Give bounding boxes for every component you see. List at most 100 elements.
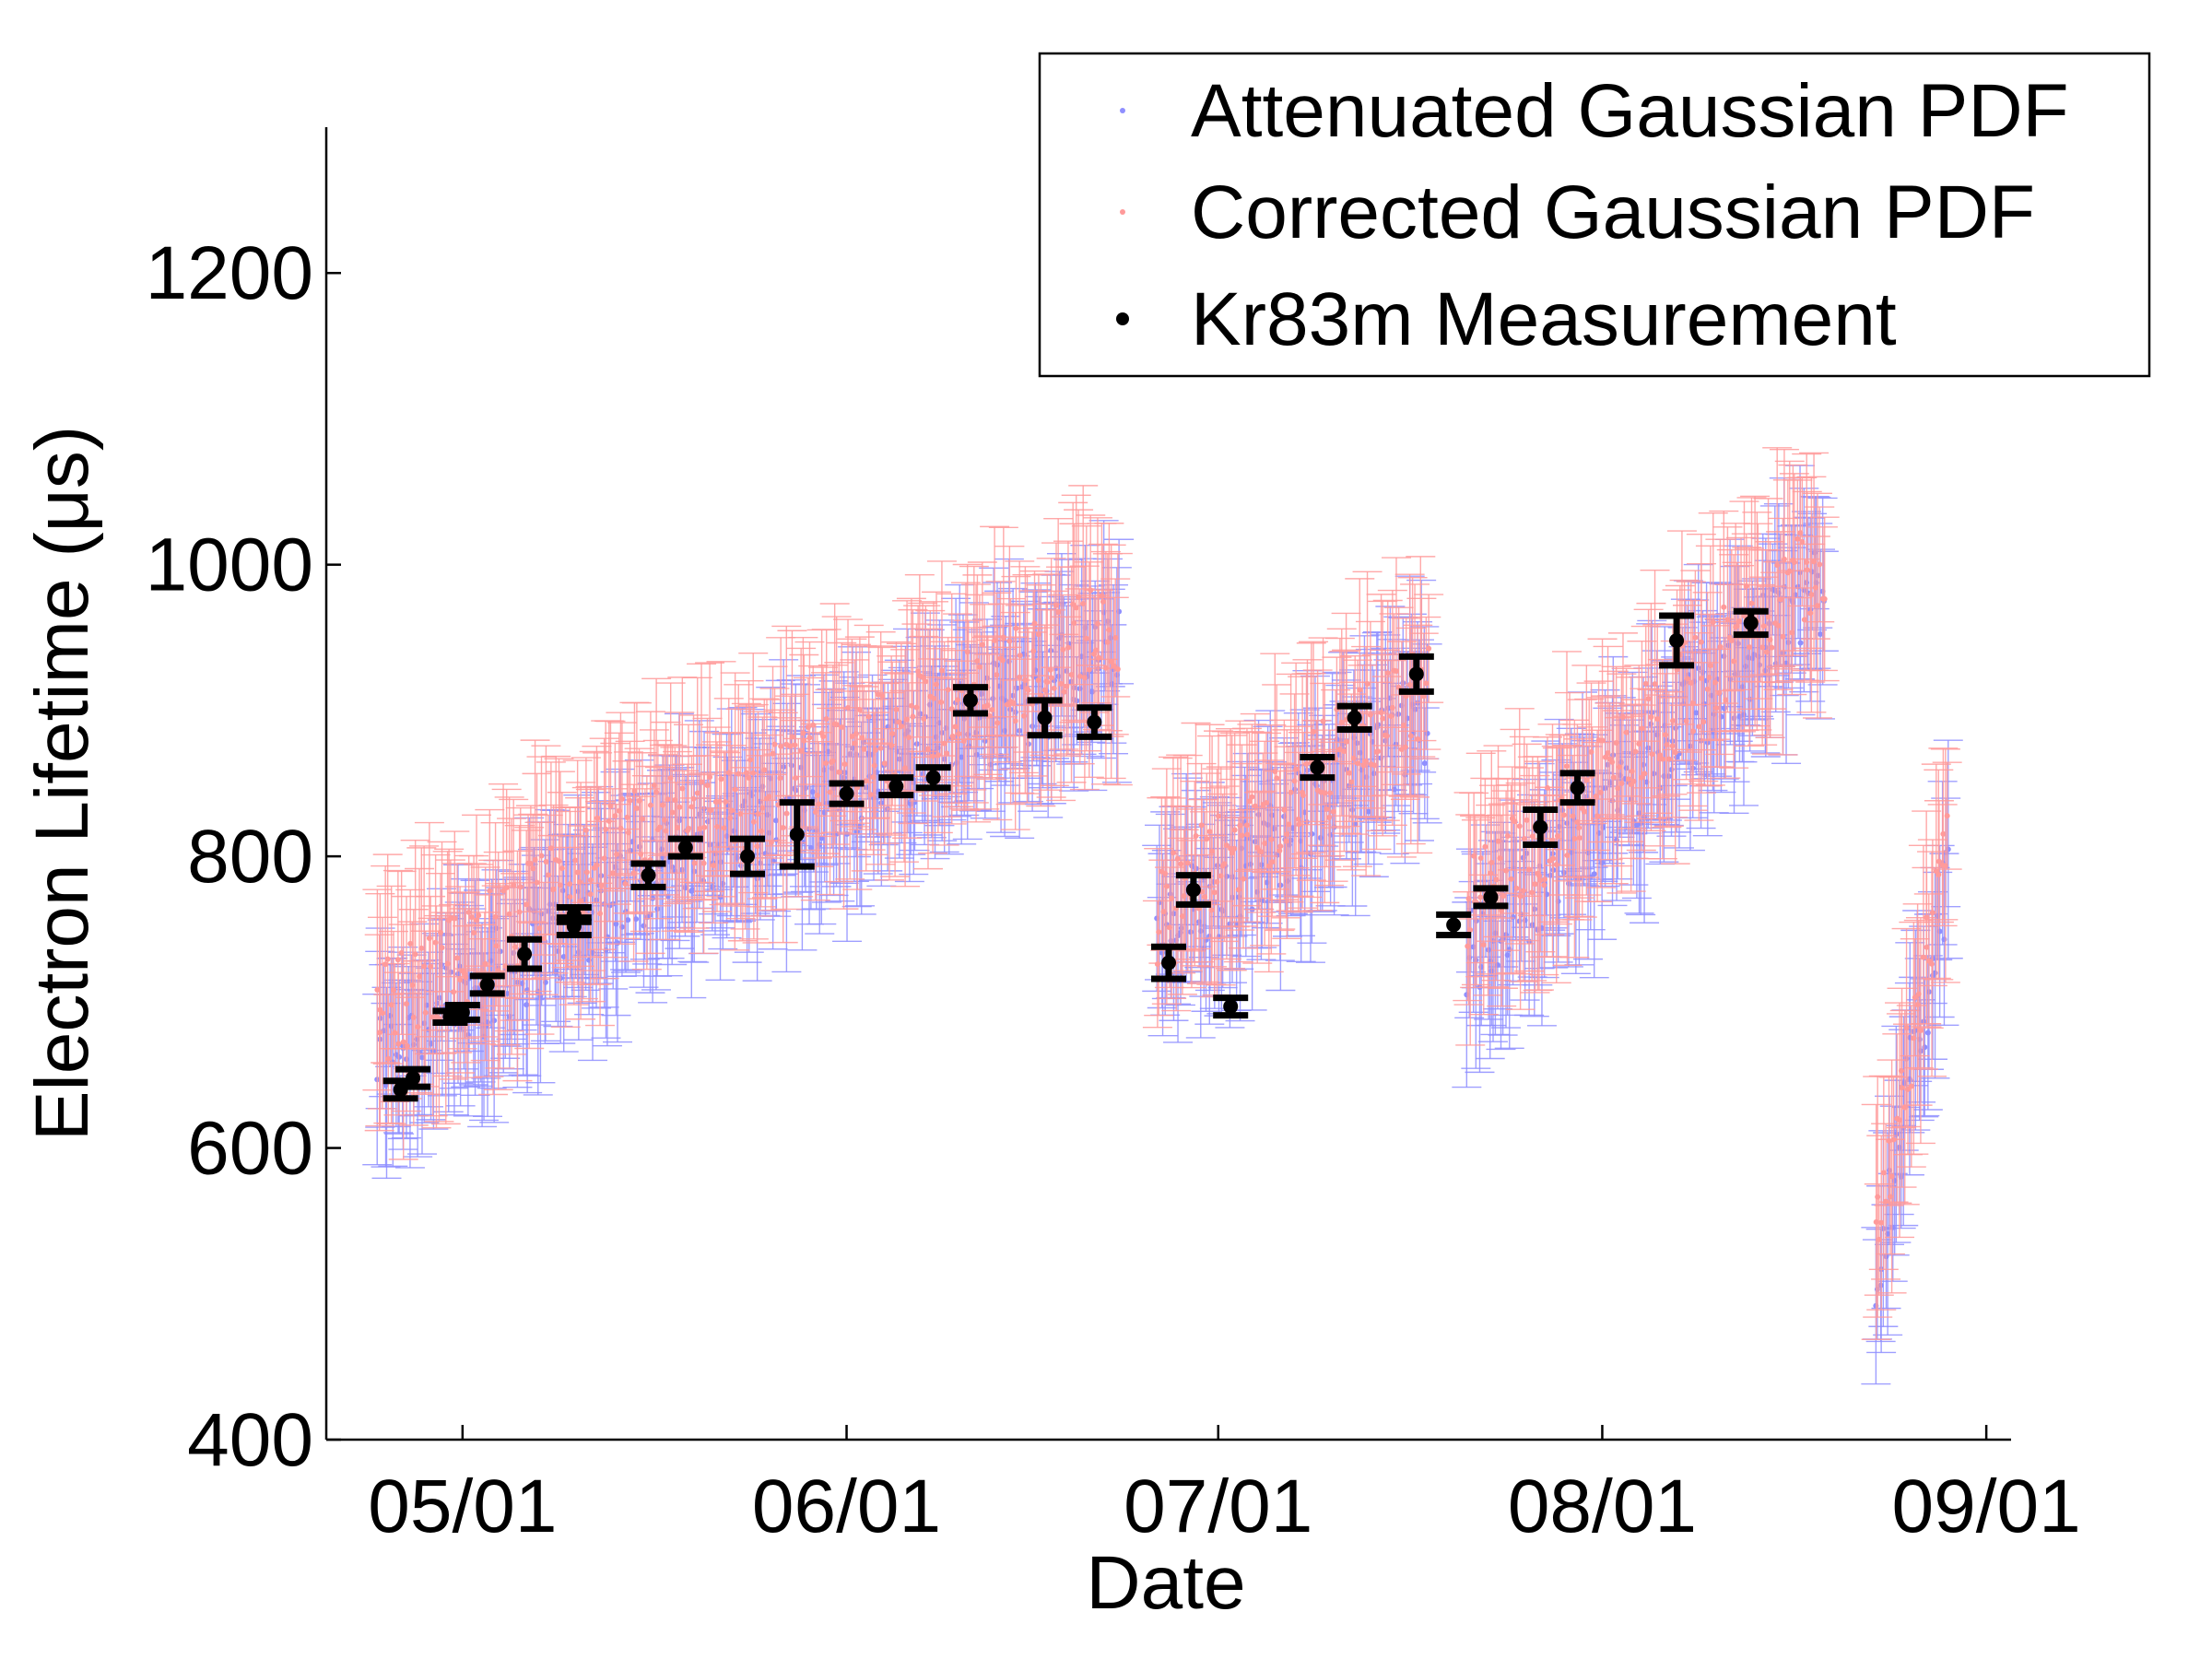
corrected-point xyxy=(1163,883,1170,889)
corrected-point xyxy=(1035,631,1041,638)
corrected-point xyxy=(1264,799,1270,806)
corrected-point xyxy=(651,782,657,789)
attenuated-point xyxy=(614,940,620,947)
corrected-point xyxy=(669,809,676,816)
corrected-point xyxy=(1211,889,1218,896)
corrected-point xyxy=(881,760,888,767)
corrected-point xyxy=(1283,838,1289,844)
corrected-point xyxy=(633,806,640,812)
corrected-point xyxy=(1112,634,1119,641)
corrected-point xyxy=(989,706,995,712)
corrected-point xyxy=(613,851,619,857)
corrected-point xyxy=(527,861,534,867)
corrected-point xyxy=(1529,833,1535,840)
corrected-point xyxy=(1380,715,1386,722)
corrected-point xyxy=(1338,719,1345,725)
corrected-point xyxy=(1114,666,1121,673)
corrected-point xyxy=(893,706,900,712)
corrected-point xyxy=(1550,855,1557,862)
corrected-point xyxy=(447,915,453,922)
corrected-point xyxy=(814,792,820,798)
corrected-point xyxy=(465,909,472,915)
corrected-point xyxy=(1383,733,1390,739)
corrected-point xyxy=(677,804,683,810)
attenuated-point xyxy=(633,916,640,923)
corrected-point xyxy=(994,720,1001,726)
corrected-point xyxy=(761,767,768,773)
corrected-point xyxy=(766,794,772,800)
corrected-point xyxy=(451,989,457,995)
corrected-point xyxy=(487,888,493,894)
corrected-point xyxy=(1360,762,1367,769)
corrected-point xyxy=(1516,823,1523,830)
corrected-point xyxy=(512,944,518,950)
corrected-point xyxy=(1044,679,1051,686)
corrected-point xyxy=(1060,646,1066,653)
corrected-point xyxy=(755,811,761,818)
corrected-point xyxy=(574,869,581,876)
corrected-point xyxy=(1065,644,1071,651)
corrected-point xyxy=(1488,870,1494,877)
attenuated-point xyxy=(625,917,631,924)
corrected-point xyxy=(417,973,423,980)
corrected-point xyxy=(428,963,434,970)
corrected-point xyxy=(955,697,961,703)
corrected-point xyxy=(945,687,951,693)
corrected-point xyxy=(468,914,475,921)
corrected-point xyxy=(1346,770,1352,776)
corrected-point xyxy=(777,775,783,782)
corrected-point xyxy=(778,743,784,749)
corrected-point xyxy=(543,859,549,865)
corrected-point xyxy=(1170,850,1176,856)
corrected-point xyxy=(871,762,877,769)
corrected-point xyxy=(388,1002,394,1008)
corrected-point xyxy=(1576,825,1583,831)
corrected-point xyxy=(567,894,573,900)
corrected-point xyxy=(1000,657,1006,664)
corrected-point xyxy=(1480,942,1487,948)
corrected-point xyxy=(1465,943,1471,949)
corrected-point xyxy=(783,810,790,817)
corrected-point xyxy=(454,955,461,961)
corrected-point xyxy=(1073,605,1079,611)
corrected-point xyxy=(1206,829,1213,835)
attenuated-point xyxy=(1600,824,1606,830)
corrected-point xyxy=(1156,929,1162,935)
corrected-point xyxy=(1193,832,1199,839)
corrected-point xyxy=(1526,866,1533,873)
corrected-point xyxy=(647,802,653,808)
corrected-point xyxy=(506,911,512,917)
corrected-point xyxy=(701,824,708,830)
corrected-point xyxy=(1108,658,1114,665)
corrected-point xyxy=(798,747,805,754)
corrected-point xyxy=(771,741,778,747)
corrected-point xyxy=(1221,861,1228,867)
corrected-point xyxy=(1524,817,1530,823)
corrected-point xyxy=(594,815,601,821)
corrected-point xyxy=(1012,718,1018,724)
attenuated-point xyxy=(641,923,647,929)
corrected-point xyxy=(694,790,700,796)
corrected-point xyxy=(1402,744,1408,750)
attenuated-point xyxy=(1742,664,1748,670)
corrected-point xyxy=(587,877,594,883)
corrected-point xyxy=(1482,843,1488,850)
corrected-point xyxy=(1311,728,1317,735)
corrected-point xyxy=(517,884,524,890)
corrected-point xyxy=(1564,853,1571,859)
corrected-point xyxy=(923,678,929,685)
corrected-point xyxy=(1209,848,1216,854)
corrected-point xyxy=(384,956,391,962)
corrected-point xyxy=(718,776,724,782)
corrected-point xyxy=(910,713,916,720)
corrected-point xyxy=(1229,850,1235,856)
corrected-point xyxy=(1077,673,1083,679)
corrected-point xyxy=(559,865,565,872)
corrected-point xyxy=(1038,692,1044,699)
corrected-point xyxy=(944,750,950,757)
corrected-point xyxy=(492,913,499,920)
corrected-point xyxy=(964,649,971,655)
corrected-point xyxy=(877,745,884,751)
corrected-point xyxy=(691,860,698,866)
corrected-point xyxy=(1521,836,1527,842)
